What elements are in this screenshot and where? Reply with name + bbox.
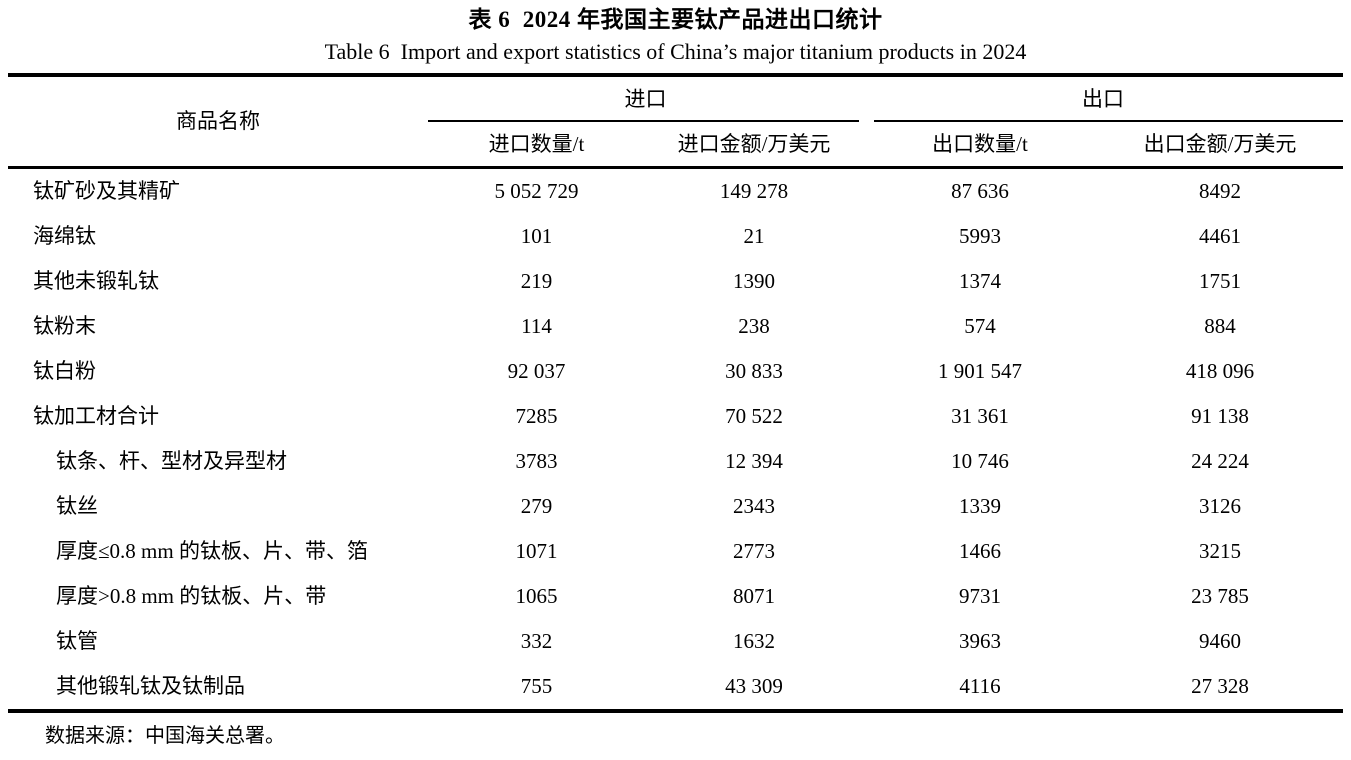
import-qty-cell: 1065 xyxy=(515,583,558,608)
table-body: 钛矿砂及其精矿 5 052 729 149 278 87 636 8492 海绵… xyxy=(8,168,1343,712)
product-name-cell: 钛条、杆、型材及异型材 xyxy=(56,448,287,473)
header-sub-row: 进口数量/t 进口金额/万美元 出口数量/t 出口金额/万美元 xyxy=(8,122,1343,169)
col-group-import: 进口 xyxy=(428,75,863,122)
import-value-cell: 70 522 xyxy=(725,403,783,428)
table-title-english: Table 6 Import and export statistics of … xyxy=(324,39,1027,64)
import-value-cell: 43 309 xyxy=(725,673,783,698)
col-header-product: 商品名称 xyxy=(8,75,428,169)
export-qty-cell: 3963 xyxy=(959,628,1001,653)
table-row: 钛加工材合计 7285 70 522 31 361 91 138 xyxy=(8,394,1343,439)
table-row: 钛矿砂及其精矿 5 052 729 149 278 87 636 8492 xyxy=(8,168,1343,215)
product-name-cell: 其他锻轧钛及钛制品 xyxy=(56,673,245,698)
import-qty-cell: 1071 xyxy=(515,538,558,563)
import-value-cell: 2343 xyxy=(733,493,775,518)
export-value-cell: 3126 xyxy=(1199,493,1241,518)
import-qty-cell: 219 xyxy=(520,268,553,293)
export-value-cell: 23 785 xyxy=(1191,583,1249,608)
import-qty-cell: 332 xyxy=(520,628,553,653)
product-name-cell: 钛管 xyxy=(56,628,98,653)
export-qty-cell: 574 xyxy=(964,313,996,338)
table-row: 其他锻轧钛及钛制品 755 43 309 4116 27 328 xyxy=(8,664,1343,711)
export-value-cell: 24 224 xyxy=(1191,448,1249,473)
table-title-chinese: 表 6 2024 年我国主要钛产品进出口统计 xyxy=(468,7,883,32)
export-qty-cell: 1466 xyxy=(959,538,1001,563)
table-row: 其他未锻轧钛 219 1390 1374 1751 xyxy=(8,259,1343,304)
import-qty-cell: 7285 xyxy=(515,403,558,428)
export-qty-cell: 31 361 xyxy=(951,403,1009,428)
import-value-cell: 1390 xyxy=(733,268,775,293)
table-row: 钛管 332 1632 3963 9460 xyxy=(8,619,1343,664)
export-value-cell: 418 096 xyxy=(1185,358,1255,383)
export-value-cell: 1751 xyxy=(1199,268,1241,293)
col-group-export: 出口 xyxy=(863,75,1343,122)
export-value-cell: 3215 xyxy=(1199,538,1241,563)
export-qty-cell: 1374 xyxy=(959,268,1001,293)
table-row: 厚度≤0.8 mm 的钛板、片、带、箔 1071 2773 1466 3215 xyxy=(8,529,1343,574)
col-header-export-qty: 出口数量/t xyxy=(863,122,1097,169)
export-value-cell: 9460 xyxy=(1199,628,1241,653)
product-name-cell: 钛加工材合计 xyxy=(33,403,159,428)
export-qty-cell: 5993 xyxy=(959,223,1001,248)
import-qty-cell: 114 xyxy=(521,313,552,338)
import-value-cell: 1632 xyxy=(733,628,775,653)
product-name-cell: 厚度≤0.8 mm 的钛板、片、带、箔 xyxy=(56,538,368,563)
import-qty-cell: 92 037 xyxy=(507,358,566,383)
export-qty-cell: 9731 xyxy=(959,583,1001,608)
table-row: 钛粉末 114 238 574 884 xyxy=(8,304,1343,349)
data-source-note: 数据来源：中国海关总署。 xyxy=(45,725,285,747)
header-group-row: 商品名称 进口 出口 xyxy=(8,75,1343,169)
export-value-cell: 4461 xyxy=(1199,223,1241,248)
table-row: 钛丝 279 2343 1339 3126 xyxy=(8,484,1343,529)
import-qty-cell: 5 052 729 xyxy=(494,178,579,203)
product-name-cell: 海绵钛 xyxy=(33,223,96,248)
col-header-import-value: 进口金额/万美元 xyxy=(645,122,863,169)
import-qty-cell: 755 xyxy=(520,673,553,698)
import-value-cell: 149 278 xyxy=(719,178,789,203)
import-value-cell: 8071 xyxy=(733,583,775,608)
table-row: 钛条、杆、型材及异型材 3783 12 394 10 746 24 224 xyxy=(8,439,1343,484)
table-row: 厚度>0.8 mm 的钛板、片、带 1065 8071 9731 23 785 xyxy=(8,574,1343,619)
import-value-cell: 12 394 xyxy=(725,448,783,473)
product-name-cell: 其他未锻轧钛 xyxy=(33,268,159,293)
product-name-cell: 钛粉末 xyxy=(33,313,96,338)
export-qty-cell: 1 901 547 xyxy=(938,358,1022,383)
product-name-cell: 钛丝 xyxy=(56,493,98,518)
import-value-cell: 21 xyxy=(743,223,765,248)
import-qty-cell: 279 xyxy=(520,493,553,518)
export-value-cell: 27 328 xyxy=(1191,673,1249,698)
table-row: 海绵钛 101 21 5993 4461 xyxy=(8,214,1343,259)
import-value-cell: 2773 xyxy=(733,538,775,563)
export-value-cell: 884 xyxy=(1204,313,1236,338)
import-qty-cell: 3783 xyxy=(515,448,558,473)
import-export-table: 商品名称 进口 出口 进口数量/t 进口金额/万美元 出口数量/t 出口金额/万… xyxy=(8,73,1343,713)
export-value-cell: 91 138 xyxy=(1191,403,1249,428)
import-value-cell: 30 833 xyxy=(725,358,783,383)
product-name-cell: 钛白粉 xyxy=(33,358,96,383)
export-value-cell: 8492 xyxy=(1199,178,1241,203)
import-qty-cell: 101 xyxy=(520,223,553,248)
col-header-export-value: 出口金额/万美元 xyxy=(1097,122,1343,169)
export-qty-cell: 1339 xyxy=(959,493,1001,518)
table-row: 钛白粉 92 037 30 833 1 901 547 418 096 xyxy=(8,349,1343,394)
export-qty-cell: 10 746 xyxy=(951,448,1009,473)
product-name-cell: 厚度>0.8 mm 的钛板、片、带 xyxy=(56,583,327,608)
product-name-cell: 钛矿砂及其精矿 xyxy=(33,178,180,203)
col-header-import-qty: 进口数量/t xyxy=(428,122,645,169)
export-qty-cell: 87 636 xyxy=(951,178,1009,203)
import-value-cell: 238 xyxy=(738,313,770,338)
export-qty-cell: 4116 xyxy=(959,673,1001,698)
